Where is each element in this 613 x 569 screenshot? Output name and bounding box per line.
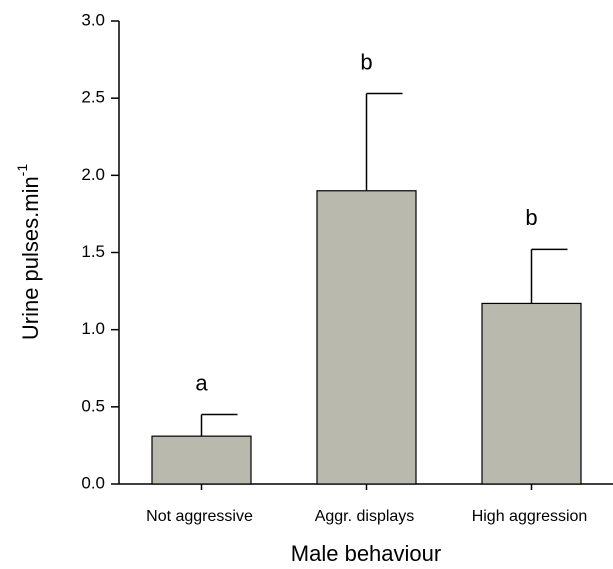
y-tick-label: 1.5	[81, 242, 105, 261]
y-tick-label: 1.0	[81, 319, 105, 338]
bar	[316, 190, 417, 485]
bar	[151, 435, 252, 485]
y-tick-label: 0.5	[81, 396, 105, 415]
y-axis-title-main: Urine pulses.min	[18, 176, 43, 340]
bar	[481, 302, 582, 485]
y-tick-label: 0.0	[81, 473, 105, 492]
y-tick-label: 3.0	[81, 10, 105, 29]
y-axis-title-superscript: -1	[14, 164, 30, 177]
y-axis-title: Urine pulses.min-1	[14, 164, 43, 341]
y-tick-label: 2.5	[81, 88, 105, 107]
significance-label: b	[360, 49, 372, 74]
x-tick-label: Aggr. displays	[315, 508, 415, 525]
significance-label: b	[525, 205, 537, 230]
significance-label: a	[195, 370, 208, 395]
x-tick-label: High aggression	[472, 508, 588, 525]
y-tick-label: 2.0	[81, 165, 105, 184]
x-tick-label: Not aggressive	[146, 508, 253, 525]
x-axis-title: Male behaviour	[291, 541, 441, 566]
